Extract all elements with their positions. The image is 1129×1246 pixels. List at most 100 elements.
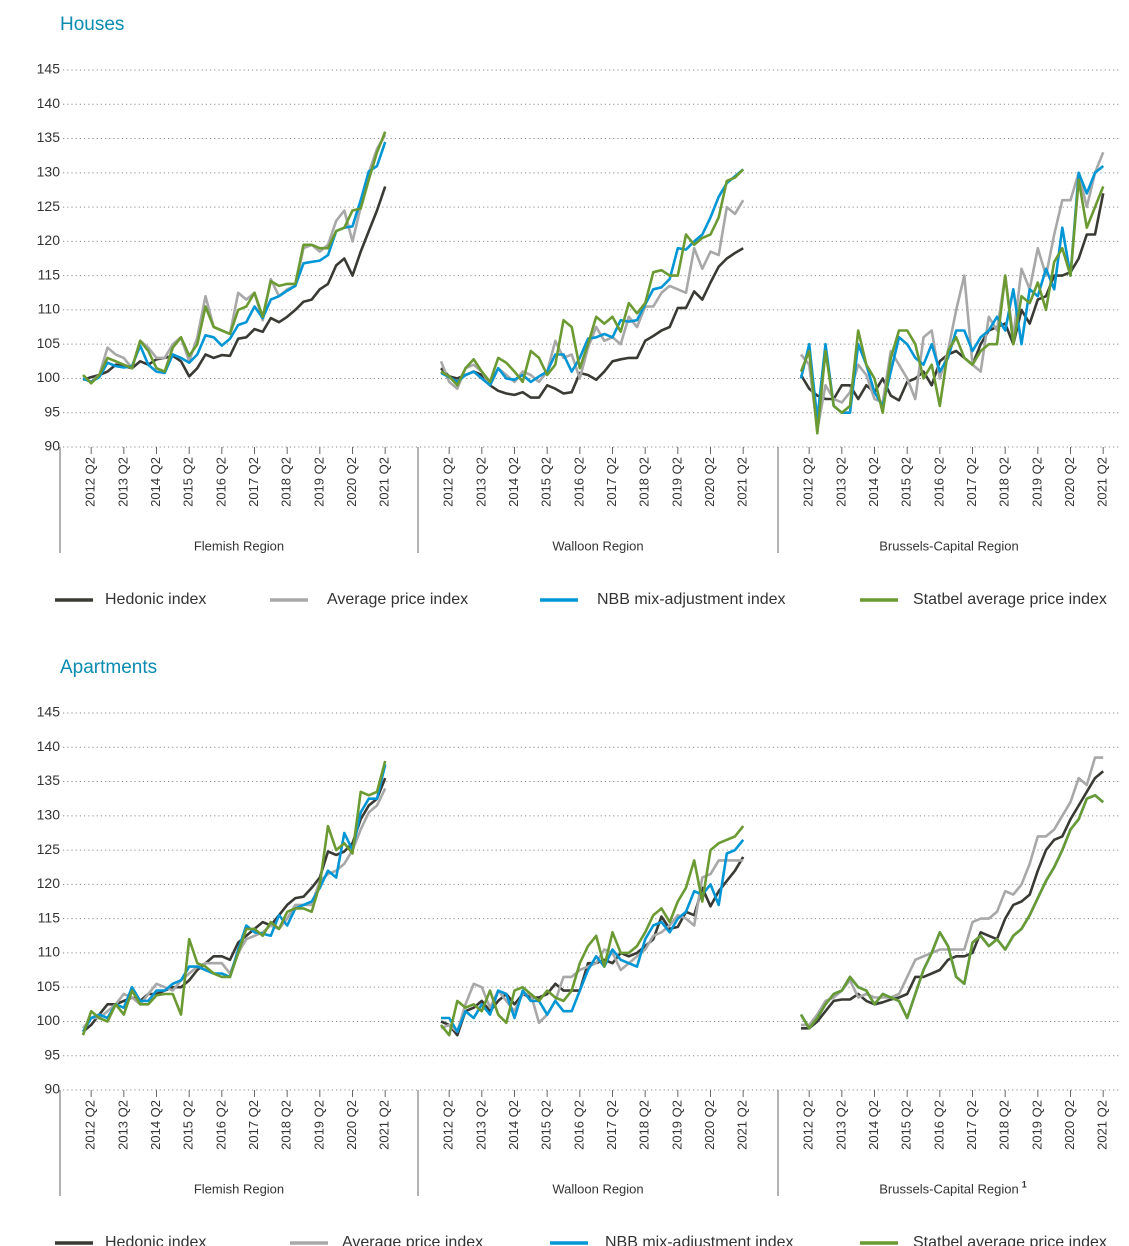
x-tick-label: 2012 Q2 xyxy=(83,1100,98,1150)
legend-label: Average price index xyxy=(342,1234,483,1246)
x-tick-label: 2016 Q2 xyxy=(571,1100,586,1150)
series-line xyxy=(440,168,745,387)
y-tick-label: 90 xyxy=(44,438,60,454)
x-tick-label: 2017 Q2 xyxy=(246,457,261,507)
x-tick-label: 2015 Q2 xyxy=(899,1100,914,1150)
panel-label: Brussels-Capital Region xyxy=(879,1181,1018,1196)
x-tick-label: 2018 Q2 xyxy=(637,1100,652,1150)
x-tick-label: 2016 Q2 xyxy=(931,1100,946,1150)
x-tick-label: 2021 Q2 xyxy=(735,457,750,507)
x-tick-label: 2013 Q2 xyxy=(115,457,130,507)
x-tick-label: 2014 Q2 xyxy=(506,1100,521,1150)
x-tick-label: 2014 Q2 xyxy=(506,457,521,507)
x-tick-label: 2013 Q2 xyxy=(473,1100,488,1150)
x-tick-label: 2015 Q2 xyxy=(539,457,554,507)
x-tick-label: 2017 Q2 xyxy=(604,457,619,507)
y-tick-label: 120 xyxy=(37,875,61,891)
x-tick-label: 2018 Q2 xyxy=(279,457,294,507)
x-tick-label: 2020 Q2 xyxy=(1062,457,1077,507)
x-tick-label: 2021 Q2 xyxy=(377,1100,392,1150)
x-tick-label: 2021 Q2 xyxy=(1095,457,1110,507)
legend-label: Statbel average price index xyxy=(913,591,1107,608)
series-line xyxy=(81,764,387,1033)
y-tick-label: 145 xyxy=(37,61,61,77)
y-tick-label: 135 xyxy=(37,772,61,788)
x-tick-label: 2016 Q2 xyxy=(571,457,586,507)
x-tick-label: 2015 Q2 xyxy=(539,1100,554,1150)
x-tick-label: 2012 Q2 xyxy=(441,457,456,507)
x-tick-label: 2012 Q2 xyxy=(801,1100,816,1150)
y-tick-label: 115 xyxy=(38,909,61,925)
y-tick-label: 110 xyxy=(38,301,61,317)
panel-label: Flemish Region xyxy=(194,1181,284,1196)
y-tick-label: 105 xyxy=(37,978,61,994)
y-tick-label: 140 xyxy=(37,95,61,111)
x-tick-label: 2020 Q2 xyxy=(344,457,359,507)
x-tick-label: 2013 Q2 xyxy=(473,457,488,507)
x-tick-label: 2016 Q2 xyxy=(213,457,228,507)
x-tick-label: 2015 Q2 xyxy=(181,1100,196,1150)
series-line xyxy=(801,756,1104,1027)
x-tick-label: 2019 Q2 xyxy=(669,1100,684,1150)
legend-label: NBB mix-adjustment index xyxy=(597,591,786,608)
x-tick-label: 2019 Q2 xyxy=(669,457,684,507)
x-tick-label: 2019 Q2 xyxy=(311,1100,326,1150)
y-tick-label: 95 xyxy=(44,1046,60,1062)
series-line xyxy=(441,838,745,1033)
y-tick-label: 130 xyxy=(37,807,61,823)
x-tick-label: 2014 Q2 xyxy=(866,457,881,507)
x-tick-label: 2020 Q2 xyxy=(702,1100,717,1150)
x-tick-label: 2015 Q2 xyxy=(899,457,914,507)
x-tick-label: 2014 Q2 xyxy=(148,457,163,507)
series-line xyxy=(82,131,387,385)
series-line xyxy=(799,164,1105,421)
series-line xyxy=(440,168,745,387)
x-tick-label: 2018 Q2 xyxy=(997,1100,1012,1150)
x-tick-label: 2020 Q2 xyxy=(1062,1100,1077,1150)
x-tick-label: 2013 Q2 xyxy=(833,1100,848,1150)
x-tick-label: 2013 Q2 xyxy=(115,1100,130,1150)
x-tick-label: 2015 Q2 xyxy=(181,457,196,507)
series-line xyxy=(799,793,1105,1030)
y-tick-label: 95 xyxy=(44,403,60,419)
x-tick-label: 2012 Q2 xyxy=(83,457,98,507)
x-tick-label: 2020 Q2 xyxy=(702,457,717,507)
panel-note: 1 xyxy=(1022,1179,1027,1189)
panel-label: Brussels-Capital Region xyxy=(879,538,1018,553)
legend-label: Statbel average price index xyxy=(913,1234,1107,1246)
y-tick-label: 100 xyxy=(37,369,61,385)
x-tick-label: 2021 Q2 xyxy=(377,457,392,507)
y-tick-label: 110 xyxy=(38,944,61,960)
x-tick-label: 2016 Q2 xyxy=(213,1100,228,1150)
x-tick-label: 2020 Q2 xyxy=(344,1100,359,1150)
series-line xyxy=(440,247,744,399)
x-tick-label: 2017 Q2 xyxy=(964,1100,979,1150)
x-tick-label: 2017 Q2 xyxy=(246,1100,261,1150)
series-line xyxy=(801,770,1105,1030)
y-tick-label: 140 xyxy=(37,738,61,754)
y-tick-label: 90 xyxy=(44,1081,60,1097)
x-tick-label: 2016 Q2 xyxy=(931,457,946,507)
panel-label: Walloon Region xyxy=(552,1181,643,1196)
series-line xyxy=(81,787,387,1030)
legend-label: Hedonic index xyxy=(105,591,206,608)
y-tick-label: 105 xyxy=(37,335,61,351)
chart-title: Houses xyxy=(60,14,124,35)
chart-title: Apartments xyxy=(60,657,157,678)
x-tick-label: 2018 Q2 xyxy=(279,1100,294,1150)
series-line xyxy=(799,178,1105,435)
y-tick-label: 125 xyxy=(37,198,61,214)
x-tick-label: 2018 Q2 xyxy=(637,457,652,507)
y-tick-label: 135 xyxy=(37,129,61,145)
legend-label: Average price index xyxy=(327,591,468,608)
x-tick-label: 2012 Q2 xyxy=(441,1100,456,1150)
x-tick-label: 2014 Q2 xyxy=(866,1100,881,1150)
x-tick-label: 2017 Q2 xyxy=(604,1100,619,1150)
y-tick-label: 145 xyxy=(37,704,61,720)
x-tick-label: 2013 Q2 xyxy=(833,457,848,507)
y-tick-label: 100 xyxy=(37,1012,61,1028)
y-tick-label: 130 xyxy=(37,164,61,180)
legend-label: Hedonic index xyxy=(105,1234,206,1246)
